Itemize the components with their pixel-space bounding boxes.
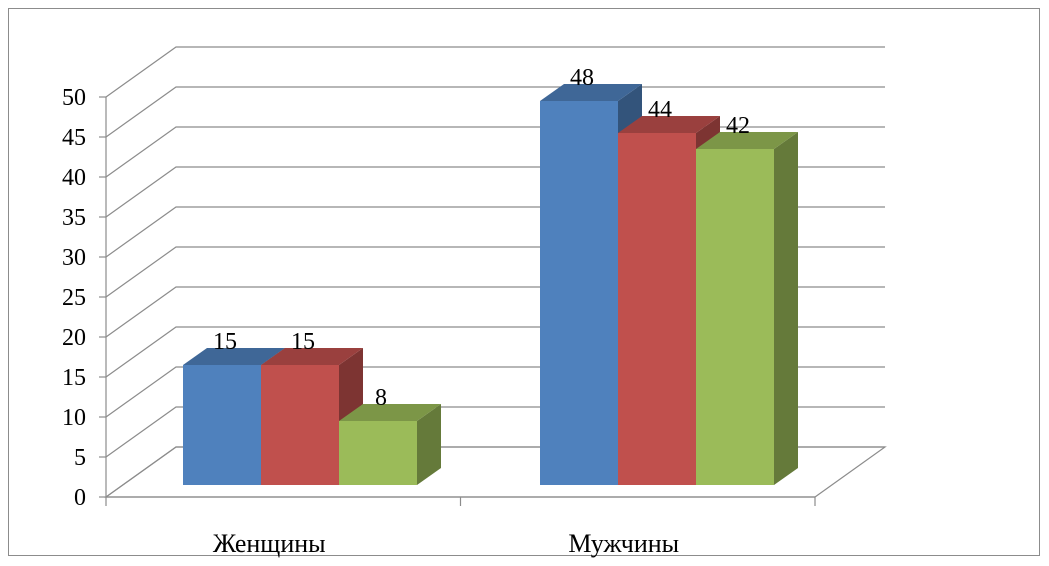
bar-front [183,365,261,485]
data-label: 8 [375,385,387,411]
y-tick-label: 10 [62,405,86,431]
axes [99,96,816,506]
data-label: 44 [648,97,672,123]
bar [696,132,798,485]
y-tick-label: 45 [62,125,86,151]
y-tick-label: 5 [74,445,86,471]
bar [339,404,441,485]
data-label: 48 [570,65,594,91]
y-tick-label: 40 [62,165,86,191]
bar-front [618,133,696,485]
y-tick-label: 50 [62,85,86,111]
y-tick-label: 25 [62,285,86,311]
chart-frame [8,8,1040,556]
bar-top [618,116,720,133]
y-tick-label: 35 [62,205,86,231]
y-tick-label: 20 [62,325,86,351]
gridline [105,86,885,138]
bar-top [183,348,285,365]
y-tick-label: 0 [74,485,86,511]
bar-front [339,421,417,485]
bars [183,84,798,485]
y-tick-label: 30 [62,245,86,271]
bar-side [774,132,798,485]
bar-front [540,101,618,485]
x-category-label: Мужчины [568,529,679,558]
bar-top [540,84,642,101]
data-label: 15 [213,329,237,355]
bar-side [417,404,441,485]
x-category-label: Женщины [213,529,326,558]
bar-top [339,404,441,421]
bar-front [696,149,774,485]
bar-top [696,132,798,149]
labels: 0 5 10 15 20 25 30 35 40 45 50 Женщины Мужчины 15 15 8 4… [62,65,750,558]
y-tick-label: 15 [62,365,86,391]
bar-top [261,348,363,365]
bar-front [261,365,339,485]
data-label: 15 [291,329,315,355]
gridline [105,46,885,98]
data-label: 42 [726,113,750,139]
